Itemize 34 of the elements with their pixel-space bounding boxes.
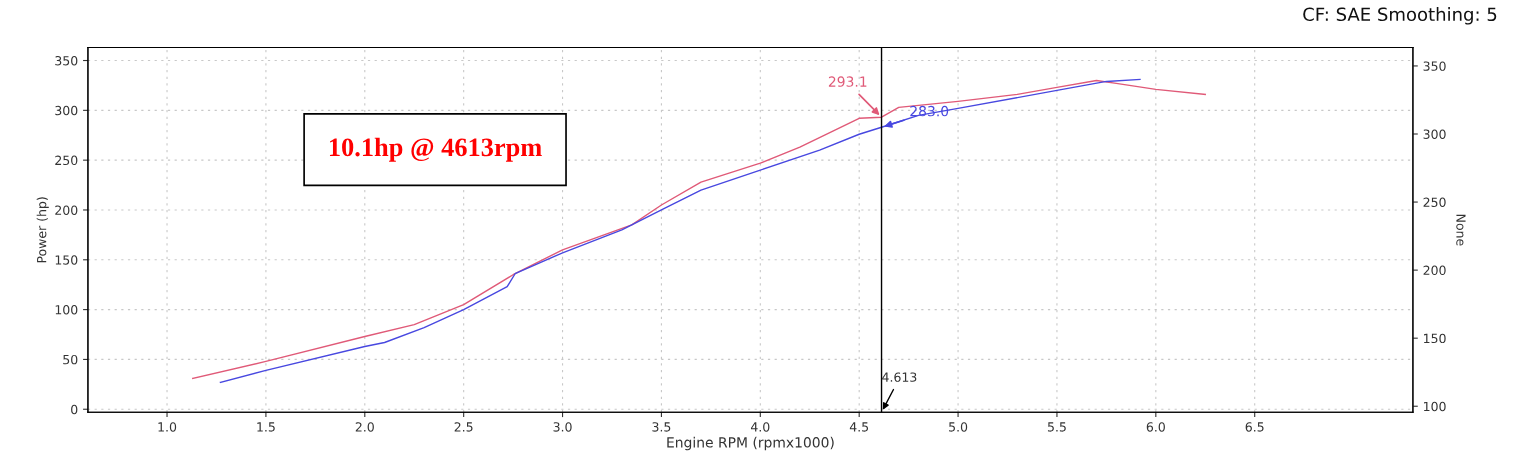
x-tick-label: 2.5 bbox=[454, 422, 473, 432]
y2-tick-label: 100 bbox=[1424, 401, 1446, 412]
y2-tick-label: 300 bbox=[1423, 129, 1446, 139]
text: CF: SAE Smoothing: 5 bbox=[1303, 7, 1497, 25]
y-axis-title: Power (hp) bbox=[36, 197, 49, 263]
annotation: 293.1 bbox=[828, 76, 867, 87]
y-tick-label: 300 bbox=[55, 105, 78, 116]
ref-line-label: 4.613 bbox=[882, 372, 917, 382]
y2-tick-label: 150 bbox=[1424, 333, 1446, 344]
x-tick-label: 5.0 bbox=[949, 422, 968, 432]
y-tick-label: 150 bbox=[55, 255, 78, 265]
y2-axis-title: None bbox=[1456, 214, 1466, 246]
y-tick-label: 100 bbox=[55, 305, 78, 315]
x-tick-label: 2.0 bbox=[355, 422, 374, 432]
x-tick-label: 1.5 bbox=[257, 422, 275, 432]
y-tick-label: 200 bbox=[55, 205, 78, 215]
x-tick-label: 3.5 bbox=[652, 422, 671, 432]
x-tick-label: 3.0 bbox=[553, 422, 572, 432]
y-tick-label: 250 bbox=[55, 155, 78, 166]
x-tick-label: 4.5 bbox=[849, 422, 869, 432]
annotation: 10.1hp @ 4613rpm bbox=[329, 137, 542, 162]
x-tick-label: 6.5 bbox=[1245, 422, 1264, 432]
x-tick-label: 1.0 bbox=[158, 422, 177, 432]
y-tick-label: 350 bbox=[55, 55, 78, 66]
annotation: 283.0 bbox=[910, 105, 949, 117]
y2-tick-label: 250 bbox=[1423, 197, 1446, 207]
x-tick-label: 4.0 bbox=[750, 422, 770, 432]
y2-tick-label: 350 bbox=[1423, 61, 1446, 71]
y2-tick-label: 200 bbox=[1423, 265, 1446, 276]
y-tick-label: 50 bbox=[63, 354, 78, 365]
x-tick-label: 5.5 bbox=[1047, 422, 1066, 432]
x-tick-label: 6.0 bbox=[1146, 422, 1165, 432]
y-tick-label: 0 bbox=[71, 404, 78, 415]
x-axis-title: Engine RPM (rpmx1000) bbox=[667, 436, 834, 451]
